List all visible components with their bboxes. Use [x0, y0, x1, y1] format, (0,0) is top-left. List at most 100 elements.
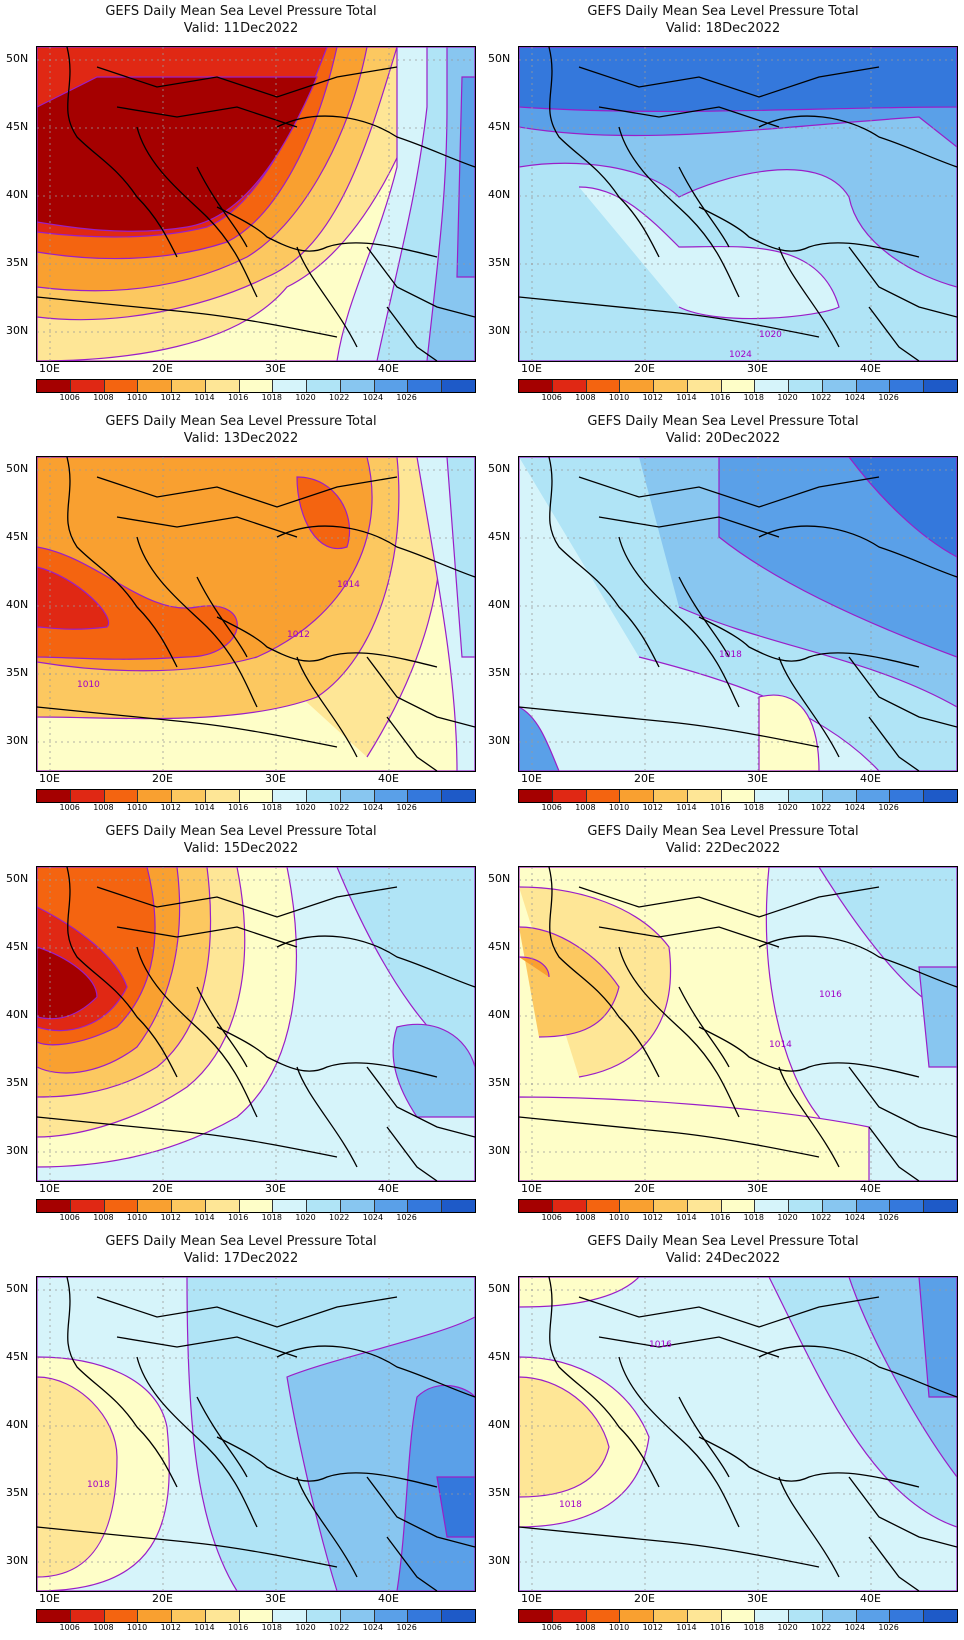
colorbar-tick-label: 1018	[261, 1623, 283, 1632]
colorbar-swatch	[37, 790, 71, 802]
colorbar	[518, 789, 958, 803]
colorbar-swatch	[924, 380, 957, 392]
colorbar	[36, 1609, 476, 1623]
panel-valid-date: Valid: 18Dec2022	[665, 21, 781, 36]
coastline	[136, 1356, 258, 1528]
longitude-label: 40E	[378, 1592, 399, 1605]
colorbar-swatch	[408, 380, 443, 392]
colorbar-swatch	[822, 1610, 857, 1622]
colorbar-swatch	[374, 1610, 409, 1622]
colorbar-swatch	[104, 790, 139, 802]
colorbar-tick-label: 1016	[227, 393, 249, 402]
latitude-label: 45N	[488, 1350, 511, 1363]
colorbar-swatch	[924, 790, 957, 802]
colorbar-tick-label: 1006	[59, 393, 80, 402]
colorbar-tick-label: 1012	[160, 1213, 181, 1222]
coastline	[868, 1126, 920, 1181]
colorbar-swatch	[138, 1200, 173, 1212]
colorbar-tick-label: 1026	[396, 1213, 417, 1222]
colorbar-swatch	[340, 380, 375, 392]
colorbar-swatch	[654, 380, 688, 392]
coastline	[519, 706, 820, 748]
colorbar-tick-label: 1012	[160, 803, 181, 812]
coastline	[366, 246, 475, 318]
coastline	[848, 656, 957, 728]
colorbar-swatch	[822, 380, 857, 392]
colorbar-swatch	[340, 1200, 375, 1212]
colorbar-swatch	[307, 1200, 341, 1212]
longitude-label: 10E	[39, 772, 60, 785]
colorbar-tick-label: 1012	[642, 803, 663, 812]
pressure-band	[918, 966, 957, 1068]
coastline	[519, 1526, 820, 1568]
colorbar-swatch	[822, 1200, 857, 1212]
coastline	[778, 1476, 840, 1578]
colorbar-tick-label: 1010	[126, 393, 148, 402]
colorbar-swatch	[104, 1610, 139, 1622]
pressure-band	[37, 76, 318, 232]
longitude-label: 20E	[634, 1592, 655, 1605]
colorbar-swatch	[789, 1610, 823, 1622]
coastline	[598, 516, 780, 538]
colorbar-swatch	[37, 1200, 71, 1212]
latitude-label: 45N	[488, 530, 511, 543]
colorbar-tick-label: 1026	[878, 803, 899, 812]
colorbar-swatch	[374, 380, 409, 392]
longitude-label: 30E	[747, 1592, 768, 1605]
colorbar-tick-label: 1024	[844, 393, 866, 402]
colorbar-tick-label: 1010	[126, 803, 148, 812]
longitude-label: 10E	[39, 1592, 60, 1605]
panel-valid-date: Valid: 22Dec2022	[665, 841, 781, 856]
colorbar-swatch	[755, 1610, 790, 1622]
map-panel: GEFS Daily Mean Sea Level Pressure Total…	[482, 410, 964, 820]
longitude-label: 10E	[521, 772, 542, 785]
colorbar-swatch	[552, 1200, 587, 1212]
coastline	[618, 1356, 740, 1528]
map-panel: GEFS Daily Mean Sea Level Pressure Total…	[0, 0, 482, 410]
colorbar-tick-label: 1016	[709, 803, 731, 812]
pressure-band	[392, 1023, 475, 1118]
colorbar-swatch	[273, 1200, 308, 1212]
coastline	[618, 126, 740, 298]
latitude-label: 40N	[488, 1008, 511, 1021]
colorbar-swatch	[172, 1610, 206, 1622]
pressure-band	[758, 694, 820, 771]
colorbar-tick-label: 1016	[709, 393, 731, 402]
pressure-band	[918, 1277, 957, 1398]
colorbar-tick-label: 1018	[743, 1213, 765, 1222]
colorbar-swatch	[721, 380, 756, 392]
coastline	[598, 926, 780, 948]
colorbar-swatch	[138, 790, 173, 802]
pressure-band	[519, 926, 620, 1038]
colorbar-tick-label: 1026	[396, 803, 417, 812]
coastline	[678, 576, 730, 658]
colorbar-swatch	[70, 380, 105, 392]
latitude-label: 45N	[488, 940, 511, 953]
latitude-label: 40N	[6, 1008, 29, 1021]
coastline	[366, 656, 475, 728]
coastline	[136, 536, 258, 708]
colorbar-swatch	[138, 1610, 173, 1622]
colorbar-swatch	[924, 1200, 957, 1212]
colorbar-swatch	[552, 790, 587, 802]
colorbar-tick-label: 1006	[541, 393, 562, 402]
coastline	[37, 1116, 338, 1158]
colorbar-tick-label: 1020	[777, 393, 798, 402]
colorbar-tick-label: 1014	[676, 1213, 697, 1222]
coastline	[848, 1066, 957, 1138]
colorbar-swatch	[239, 790, 274, 802]
coastline	[276, 935, 475, 988]
colorbar-tick-label: 1010	[126, 1213, 148, 1222]
coastline	[386, 1126, 438, 1181]
latitude-label: 30N	[488, 734, 511, 747]
pressure-map: 1014 1016	[518, 866, 958, 1182]
latitude-label: 45N	[6, 120, 29, 133]
colorbar-tick-label: 1016	[227, 803, 249, 812]
panel-title: GEFS Daily Mean Sea Level Pressure Total	[587, 1234, 859, 1249]
latitude-label: 50N	[6, 872, 29, 885]
colorbar-tick-label: 1020	[295, 1623, 316, 1632]
coastline	[386, 306, 438, 361]
panel-valid-date: Valid: 20Dec2022	[665, 431, 781, 446]
longitude-label: 30E	[747, 772, 768, 785]
colorbar-swatch	[519, 790, 553, 802]
